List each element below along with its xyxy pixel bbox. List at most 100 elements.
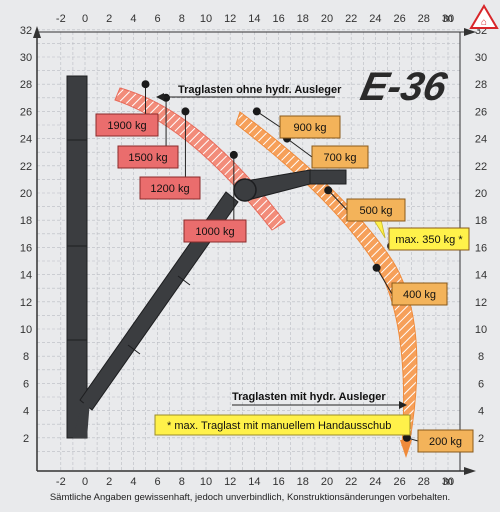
x-tick-label: 24 <box>369 476 381 488</box>
load-labels: 1900 kg 1500 kg 1200 kg 1000 kg 900 kg 700 kg… <box>95 113 474 453</box>
y-tick-label-right: 20 <box>475 188 487 200</box>
y-tick-label: 8 <box>23 351 29 363</box>
y-tick-label: 4 <box>23 406 29 418</box>
x-tick-label: 30 <box>442 476 454 488</box>
y-tick-label: 16 <box>20 242 32 254</box>
y-tick-label: 2 <box>23 433 29 445</box>
note-text: * max. Traglast mit manuellem Handaussch… <box>167 420 391 432</box>
footer-disclaimer: Sämtliche Angaben gewissenhaft, jedoch u… <box>50 492 450 503</box>
x-tick-label: 14 <box>248 476 260 488</box>
y-tick-label: 18 <box>20 215 32 227</box>
y-tick-label: 30 <box>20 52 32 64</box>
load-label-text: 500 kg <box>359 205 392 217</box>
axes <box>33 26 476 475</box>
leader-line <box>286 138 313 158</box>
x-tick-label: -2 <box>56 476 66 488</box>
caption-without-extension: Traglasten ohne hydr. Ausleger <box>178 84 342 96</box>
y-tick-label-right: 22 <box>475 161 487 173</box>
load-label-text: 700 kg <box>323 152 356 164</box>
load-points <box>141 80 411 442</box>
y-axis-arrow-icon <box>33 26 41 38</box>
load-label-box <box>417 429 474 453</box>
load-label-text: 1000 kg <box>195 226 234 238</box>
x-tick-label: 6 <box>155 476 161 488</box>
x-tick-label: 0 <box>82 476 88 488</box>
x-tick-labels-bottom: -2 0 2 4 6 8 10 12 14 16 18 20 22 24 26 28 30 <box>56 476 454 488</box>
x-tick-label: 10 <box>200 476 212 488</box>
x-tick-label: 4 <box>130 476 136 488</box>
y-tick-label-right: 12 <box>475 297 487 309</box>
y-tick-label-right: 26 <box>475 106 487 118</box>
x-tick-label: 26 <box>393 476 405 488</box>
load-point <box>372 263 381 272</box>
load-point <box>324 186 333 195</box>
load-label-text: 1200 kg <box>150 183 189 195</box>
leader-line <box>327 189 348 211</box>
arc-end-lower <box>400 440 412 458</box>
y-tick-label: 24 <box>20 134 32 146</box>
x-tick-label-top: 12 <box>224 13 236 25</box>
y-tick-label-right: 30 <box>475 52 487 64</box>
y-tick-label: 10 <box>20 324 32 336</box>
logo-icon: ⌂ <box>469 4 499 29</box>
x-tick-label-top: 6 <box>155 13 161 25</box>
x-tick-label: 28 <box>418 476 430 488</box>
leader-line <box>376 267 393 295</box>
y-tick-label-right: 18 <box>475 215 487 227</box>
x-tick-label: 16 <box>272 476 284 488</box>
y-tick-label-right: 14 <box>475 270 487 282</box>
y-tick-label-right: 6 <box>478 378 484 390</box>
x-tick-label-top: 28 <box>418 13 430 25</box>
x-tick-label-top: 14 <box>248 13 260 25</box>
load-label-box <box>95 113 159 137</box>
load-label-box <box>311 145 369 169</box>
load-label-box <box>388 227 470 251</box>
y-tick-label: 12 <box>20 297 32 309</box>
model-title: E-36 <box>357 63 452 108</box>
y-tick-label-right: 10 <box>475 324 487 336</box>
load-label-text: 1900 kg <box>107 120 146 132</box>
load-label-box <box>346 198 406 222</box>
x-tick-label: 12 <box>224 476 236 488</box>
model-title-group: E-36 <box>357 63 452 108</box>
load-label-box <box>139 176 201 200</box>
caption-top-group: Traglasten ohne hydr. Ausleger <box>156 84 342 101</box>
leader-line <box>256 110 281 128</box>
load-label-box <box>183 219 247 243</box>
note-box: * max. Traglast mit manuellem Handaussch… <box>154 414 411 436</box>
x-tick-label-top: 20 <box>321 13 333 25</box>
load-point <box>181 107 190 116</box>
y-tick-label: 28 <box>20 79 32 91</box>
x-unit-bottom: m <box>443 474 453 488</box>
y-tick-label-right: 24 <box>475 134 487 146</box>
load-point <box>252 107 261 116</box>
crane-silhouette <box>66 75 347 439</box>
x-tick-label: 22 <box>345 476 357 488</box>
caption-with-extension: Traglasten mit hydr. Ausleger <box>232 391 386 403</box>
load-point <box>229 150 238 159</box>
x-tick-label-top: 26 <box>393 13 405 25</box>
load-label-text: 400 kg <box>403 289 436 301</box>
x-tick-label-top: 4 <box>130 13 136 25</box>
load-label-box <box>391 282 448 306</box>
x-unit-top: m <box>443 11 453 25</box>
load-point <box>402 433 411 442</box>
x-tick-label-top: 24 <box>369 13 381 25</box>
y-tick-label-right: 16 <box>475 242 487 254</box>
y-tick-label: 22 <box>20 161 32 173</box>
y-tick-label-right: 2 <box>478 433 484 445</box>
load-point <box>141 80 150 89</box>
y-tick-label: 6 <box>23 378 29 390</box>
x-tick-label-top: 2 <box>106 13 112 25</box>
x-tick-label-top: -2 <box>56 13 66 25</box>
x-axis-arrow-icon <box>464 467 476 475</box>
x-tick-label-top: 16 <box>272 13 284 25</box>
x-axis-top-arrow-icon <box>464 28 476 36</box>
x-tick-label-top: 0 <box>82 13 88 25</box>
y-tick-label-right: 4 <box>478 406 484 418</box>
x-tick-label: 18 <box>297 476 309 488</box>
load-label-box <box>279 115 341 139</box>
x-tick-label: 20 <box>321 476 333 488</box>
load-point <box>162 93 171 102</box>
